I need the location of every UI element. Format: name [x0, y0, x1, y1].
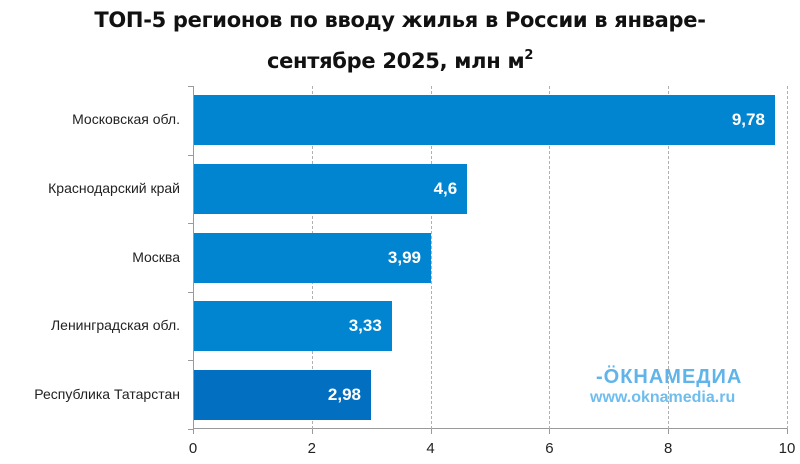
y-tick	[188, 154, 193, 156]
bar: 3,33	[194, 301, 392, 352]
bar: 4,6	[194, 163, 468, 214]
bar: 2,98	[194, 369, 371, 420]
plot-area: 9,78 4,6 3,99 3,33 2,98	[188, 86, 788, 434]
chart-title: ТОП-5 регионов по вводу жилья в России в…	[0, 2, 800, 79]
y-tick	[188, 360, 193, 362]
gridline	[549, 86, 551, 429]
category-label: Москва	[132, 248, 180, 265]
y-tick	[188, 291, 193, 293]
y-tick	[188, 429, 193, 430]
x-tick-label: 6	[545, 440, 554, 457]
watermark-logo: -ÖКНАМЕДИА	[596, 366, 743, 388]
category-label: Краснодарский край	[48, 179, 180, 196]
gridline	[668, 86, 670, 429]
x-tick-label: 8	[664, 440, 673, 457]
x-axis	[193, 428, 787, 429]
bar-value-label: 9,78	[731, 110, 765, 130]
x-tick-label: 10	[778, 440, 796, 457]
y-tick	[188, 223, 193, 225]
category-label: Республика Татарстан	[34, 385, 180, 402]
bar-value-label: 3,99	[387, 247, 421, 267]
gridline	[430, 86, 432, 429]
title-text: сентябре 2025, млн м	[266, 49, 525, 73]
x-tick	[787, 429, 788, 434]
x-tick	[549, 429, 551, 434]
bar: 3,99	[194, 232, 431, 283]
title-line-1: ТОП-5 регионов по вводу жилья в России в…	[94, 8, 706, 32]
x-tick	[193, 429, 194, 434]
title-line-2: сентябре 2025, млн м2	[0, 38, 800, 79]
title-superscript: 2	[524, 48, 534, 63]
y-axis	[193, 86, 194, 429]
x-tick-label: 0	[188, 440, 198, 457]
y-tick	[188, 86, 193, 87]
watermark-url: www.oknamedia.ru	[590, 389, 736, 406]
gridline	[787, 86, 788, 429]
category-label: Московская обл.	[72, 111, 180, 128]
bar: 9,78	[194, 95, 775, 146]
bar-value-label: 4,6	[433, 178, 458, 198]
bar-value-label: 3,33	[348, 316, 382, 336]
category-label: Ленинградская обл.	[50, 317, 180, 334]
x-tick	[311, 429, 313, 434]
x-tick-label: 2	[307, 440, 316, 457]
bar-value-label: 2,98	[327, 384, 361, 404]
x-tick-label: 4	[426, 440, 435, 457]
x-tick	[668, 429, 670, 434]
x-tick	[430, 429, 432, 434]
